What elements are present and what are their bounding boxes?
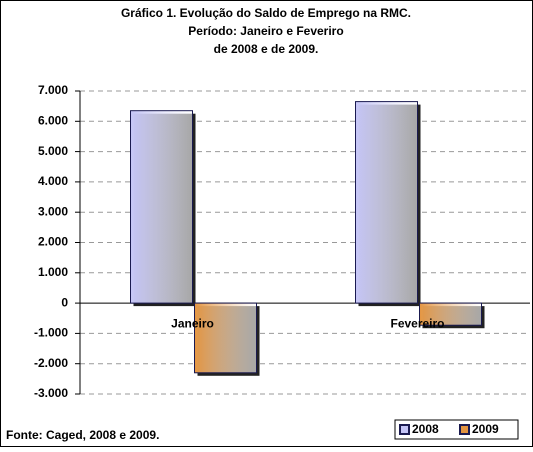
legend-swatch [459, 424, 470, 435]
y-tick-label: 4.000 [38, 174, 68, 188]
y-tick-label: -2.000 [34, 356, 68, 370]
legend-swatch [399, 424, 410, 435]
bar [194, 302, 257, 374]
x-tick-label: Fevereiro [390, 316, 444, 330]
y-tick-label: 0 [61, 295, 68, 309]
y-tick-label: 3.000 [38, 204, 68, 218]
x-tick-label: Janeiro [171, 316, 214, 330]
y-tick-label: 5.000 [38, 144, 68, 158]
y-tick-label: 6.000 [38, 113, 68, 127]
bar [130, 110, 193, 304]
y-tick-label: -3.000 [34, 386, 68, 400]
chart-title: Gráfico 1. Evolução do Saldo de Emprego … [121, 6, 411, 20]
chart-title: Período: Janeiro e Feveriro [188, 24, 343, 38]
legend-label: 2008 [412, 422, 439, 436]
bar [355, 101, 418, 304]
y-tick-label: 1.000 [38, 265, 68, 279]
y-tick-label: -1.000 [34, 326, 68, 340]
legend-label: 2009 [472, 422, 499, 436]
legend-box [394, 419, 519, 440]
chart-title: de 2008 e de 2009. [214, 42, 319, 56]
source-note: Fonte: Caged, 2008 e 2009. [6, 428, 159, 442]
y-tick-label: 7.000 [38, 83, 68, 97]
bar [419, 302, 482, 326]
y-tick-label: 2.000 [38, 235, 68, 249]
